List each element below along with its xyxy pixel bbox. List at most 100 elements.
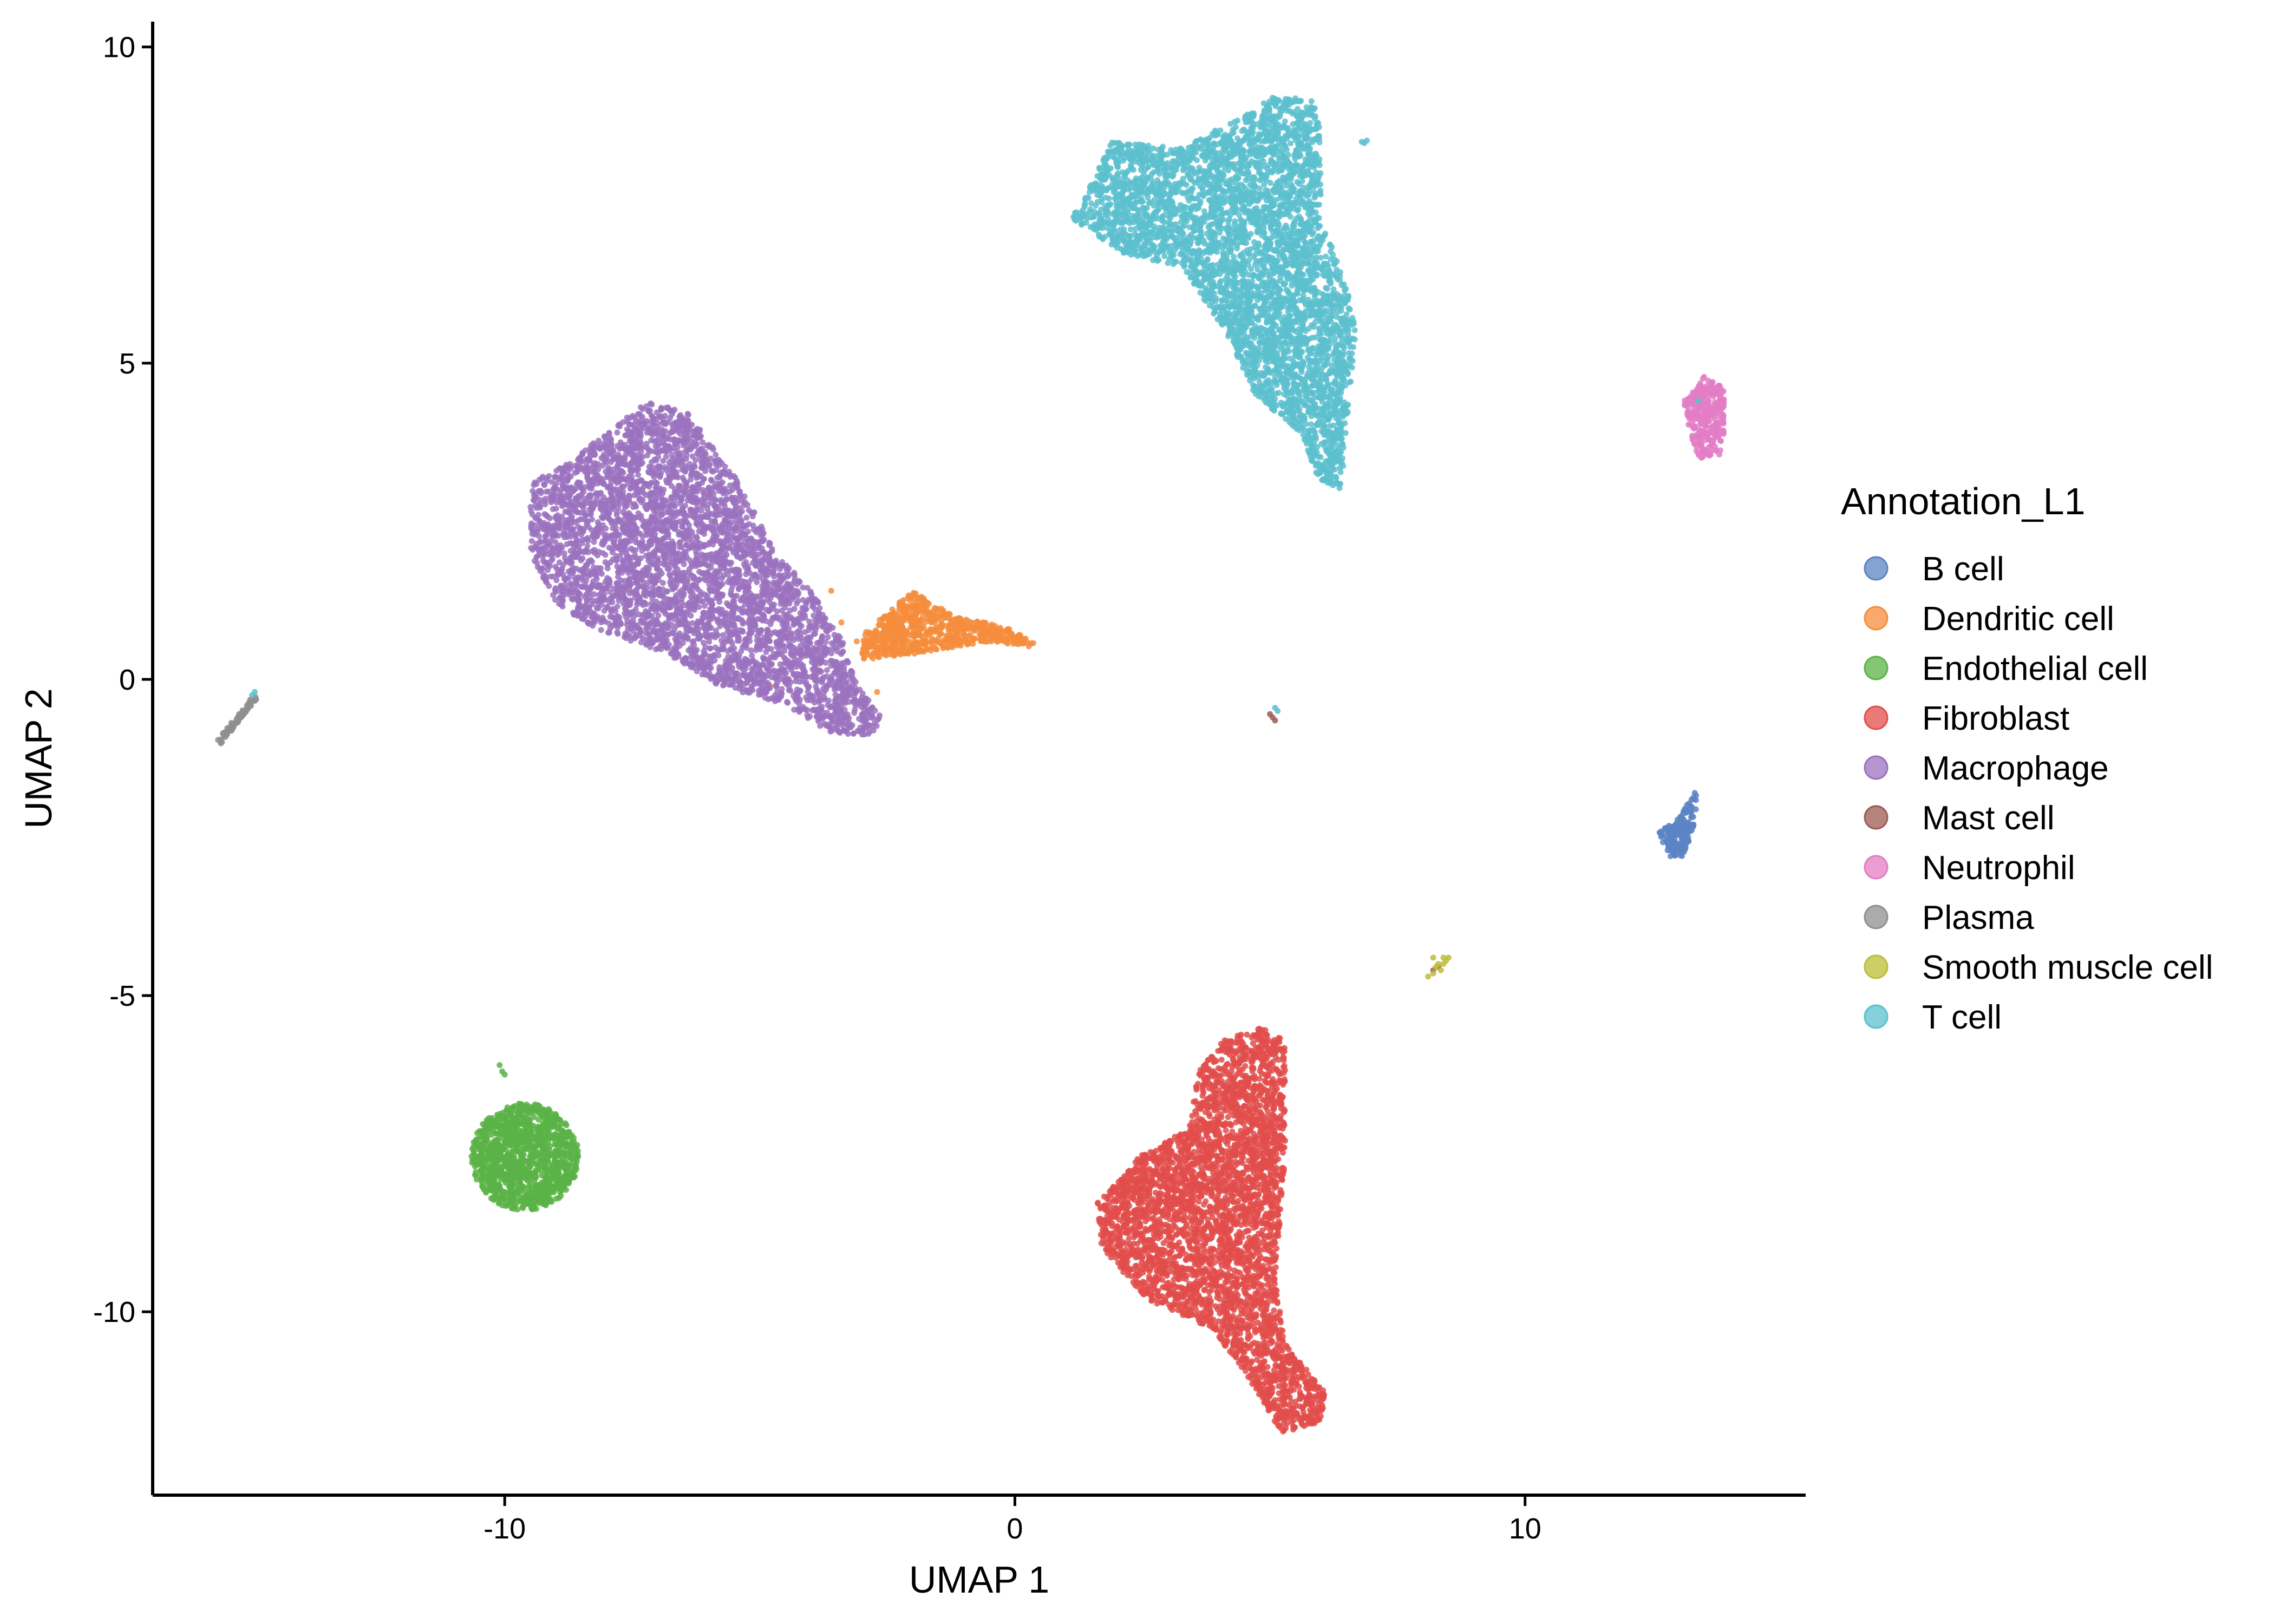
data-point (567, 1149, 574, 1155)
data-point (1205, 1298, 1211, 1304)
data-point (910, 642, 917, 649)
data-point (543, 1164, 549, 1171)
data-point (1199, 1117, 1206, 1123)
data-point (563, 1129, 569, 1136)
data-point (547, 1178, 553, 1185)
data-point (565, 1172, 572, 1178)
data-point (1252, 1375, 1259, 1381)
data-point (513, 1143, 519, 1149)
data-point (976, 631, 983, 637)
data-point (1265, 1247, 1271, 1253)
data-point (895, 636, 901, 643)
data-point (1206, 1221, 1212, 1227)
data-point (1210, 1254, 1217, 1260)
data-point (507, 1117, 513, 1124)
data-point (573, 1163, 579, 1169)
data-point (838, 619, 845, 626)
data-point (525, 1175, 531, 1181)
data-point (496, 1142, 502, 1148)
data-point (996, 626, 1003, 633)
data-point (1166, 1223, 1172, 1229)
data-point (504, 1196, 511, 1202)
data-point (1292, 1424, 1298, 1431)
data-point (516, 1111, 522, 1118)
data-point (1219, 1147, 1225, 1154)
data-point (1014, 638, 1020, 645)
data-point (874, 653, 881, 659)
data-point (1681, 841, 1688, 847)
data-point (511, 1206, 517, 1212)
data-point (1319, 1405, 1326, 1411)
data-point (1187, 1245, 1194, 1252)
data-point (1274, 1300, 1280, 1306)
data-point (1675, 841, 1682, 848)
data-point (1256, 1076, 1263, 1082)
data-point (982, 638, 988, 645)
data-point (526, 1123, 532, 1130)
data-point (1290, 1404, 1296, 1411)
data-point (1693, 797, 1699, 803)
data-point (506, 1189, 512, 1195)
data-point (889, 649, 895, 656)
data-point (528, 1160, 534, 1166)
data-point (495, 1115, 501, 1122)
data-point (544, 1119, 550, 1125)
data-point (930, 626, 936, 633)
data-point (471, 1157, 477, 1164)
data-point (1025, 643, 1032, 650)
data-point (1269, 1097, 1275, 1103)
data-point (908, 594, 914, 600)
data-point (912, 619, 918, 626)
data-point (1687, 809, 1694, 815)
data-point (877, 617, 883, 623)
data-point (1256, 1391, 1262, 1398)
data-point (1148, 1298, 1155, 1304)
data-point (508, 1181, 515, 1187)
data-point (946, 625, 952, 631)
data-point (901, 643, 907, 649)
data-point (471, 1152, 478, 1158)
data-point (1200, 1087, 1206, 1093)
data-point (1195, 1292, 1201, 1298)
data-point (953, 642, 959, 649)
data-point (473, 1176, 480, 1183)
data-point (917, 639, 923, 646)
data-point (509, 1198, 516, 1204)
data-point (1003, 639, 1009, 645)
data-point (1260, 1382, 1266, 1388)
data-point (1242, 1290, 1248, 1296)
data-point (492, 1153, 499, 1160)
data-point (551, 1123, 557, 1130)
data-point (501, 1071, 508, 1078)
data-point (508, 1170, 514, 1177)
data-point (556, 1150, 562, 1156)
data-point (1194, 1240, 1201, 1247)
data-point (490, 1122, 496, 1129)
data-point (970, 640, 976, 647)
data-point (531, 1150, 538, 1157)
data-point (995, 633, 1002, 640)
data-point (512, 1161, 518, 1167)
data-point (1160, 1212, 1166, 1219)
data-point (938, 631, 944, 637)
series-dendritic-cell (767, 587, 1036, 695)
data-point (480, 1141, 487, 1147)
data-point (895, 623, 901, 628)
data-point (1231, 1206, 1238, 1212)
data-point (532, 1167, 539, 1174)
data-point (940, 610, 946, 617)
data-point (887, 643, 894, 649)
data-point (520, 1106, 527, 1112)
data-point (910, 631, 916, 637)
data-point (1202, 1314, 1208, 1320)
data-point (972, 636, 978, 642)
data-point (918, 621, 924, 628)
data-point (926, 617, 933, 624)
data-point (1223, 1127, 1229, 1134)
data-point (485, 1179, 492, 1186)
data-point (539, 1151, 546, 1158)
data-point (536, 1142, 543, 1148)
data-point (520, 1184, 527, 1190)
data-point (866, 639, 872, 646)
data-point (552, 1165, 558, 1171)
